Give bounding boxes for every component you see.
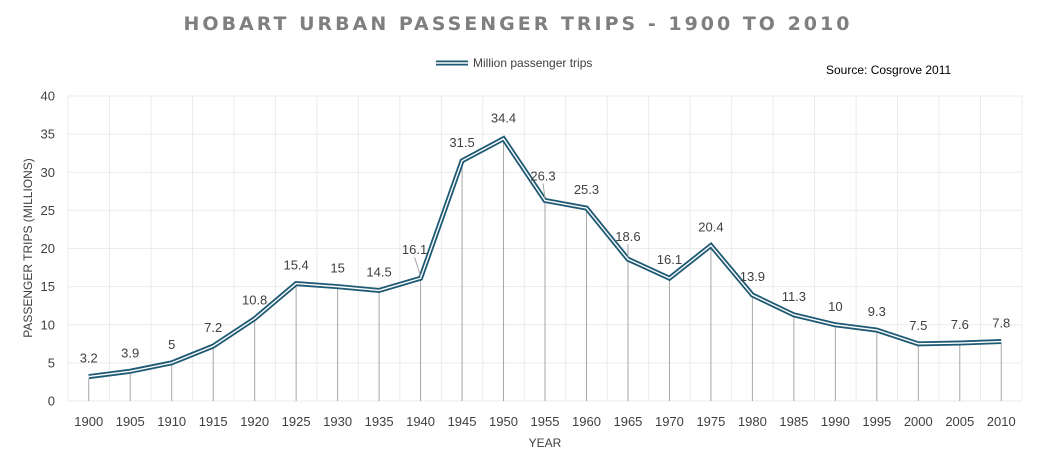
x-tick-label: 1945 xyxy=(448,414,477,429)
x-tick-label: 1990 xyxy=(821,414,850,429)
y-tick-label: 5 xyxy=(48,355,55,370)
data-label: 3.2 xyxy=(80,351,98,366)
legend: Million passenger trips xyxy=(436,56,592,70)
data-label: 16.1 xyxy=(402,242,427,257)
x-tick-label: 1975 xyxy=(696,414,725,429)
data-label: 15.4 xyxy=(283,258,308,273)
x-tick-label: 1930 xyxy=(323,414,352,429)
y-tick-label: 30 xyxy=(41,165,55,180)
data-label: 7.8 xyxy=(992,316,1010,331)
x-tick-label: 1995 xyxy=(862,414,891,429)
x-tick-label: 1985 xyxy=(779,414,808,429)
y-tick-label: 20 xyxy=(41,241,55,256)
x-tick-label: 1905 xyxy=(116,414,145,429)
label-leader xyxy=(414,257,422,277)
legend-label: Million passenger trips xyxy=(473,56,592,70)
y-tick-label: 15 xyxy=(41,279,55,294)
x-tick-label: 1920 xyxy=(240,414,269,429)
data-label: 31.5 xyxy=(449,135,474,150)
x-tick-label: 2010 xyxy=(987,414,1016,429)
x-tick-label: 1925 xyxy=(282,414,311,429)
data-label: 3.9 xyxy=(121,345,139,360)
x-tick-label: 2005 xyxy=(945,414,974,429)
data-label: 16.1 xyxy=(657,252,682,267)
data-label: 10.8 xyxy=(242,293,267,308)
data-label: 20.4 xyxy=(698,219,723,234)
x-tick-label: 1960 xyxy=(572,414,601,429)
x-tick-label: 1950 xyxy=(489,414,518,429)
data-labels: 3.2 3.9 5 7.2 10.8 15.4 15 14.5 16.1 31.5 34.4 26.3… xyxy=(80,111,1011,366)
data-label: 14.5 xyxy=(366,264,391,279)
drop-lines xyxy=(88,140,1002,401)
x-tick-label: 1940 xyxy=(406,414,435,429)
label-leader xyxy=(542,183,546,199)
y-tick-label: 25 xyxy=(41,203,55,218)
x-axis-title: YEAR xyxy=(529,436,562,450)
data-label: 9.3 xyxy=(868,304,886,319)
x-tick-label: 1935 xyxy=(365,414,394,429)
y-axis-ticks: 0 5 10 15 20 25 30 35 40 xyxy=(41,89,55,409)
x-tick-label: 1980 xyxy=(738,414,767,429)
data-label: 11.3 xyxy=(782,289,806,304)
x-axis-ticks: 1900 1905 1910 1915 1920 1925 1930 1935 1940 1945… xyxy=(74,414,1015,429)
data-label: 25.3 xyxy=(574,182,599,197)
x-tick-label: 2000 xyxy=(904,414,933,429)
data-label: 13.9 xyxy=(740,269,765,284)
data-label: 18.6 xyxy=(615,229,640,244)
data-label: 26.3 xyxy=(530,168,555,183)
data-label: 7.5 xyxy=(909,318,927,333)
data-label: 7.6 xyxy=(951,317,969,332)
y-tick-label: 40 xyxy=(41,89,55,104)
source-note: Source: Cosgrove 2011 xyxy=(826,63,952,77)
x-tick-label: 1910 xyxy=(157,414,186,429)
x-tick-label: 1965 xyxy=(613,414,642,429)
chart-title: HOBART URBAN PASSENGER TRIPS - 1900 TO 2… xyxy=(184,13,853,35)
x-tick-label: 1955 xyxy=(531,414,560,429)
y-tick-label: 10 xyxy=(41,317,55,332)
data-label: 15 xyxy=(330,261,344,276)
y-axis-title: PASSENGER TRIPS (MILLIONS) xyxy=(21,158,35,338)
data-label: 10 xyxy=(828,299,842,314)
data-label: 7.2 xyxy=(204,320,222,335)
x-tick-label: 1970 xyxy=(655,414,684,429)
data-label: 5 xyxy=(168,337,175,352)
data-label: 34.4 xyxy=(491,111,516,126)
y-tick-label: 0 xyxy=(48,394,55,409)
series-line xyxy=(88,135,1002,380)
x-tick-label: 1900 xyxy=(74,414,103,429)
x-tick-label: 1915 xyxy=(199,414,228,429)
y-tick-label: 35 xyxy=(41,127,55,142)
series-line-inner xyxy=(88,137,1002,378)
